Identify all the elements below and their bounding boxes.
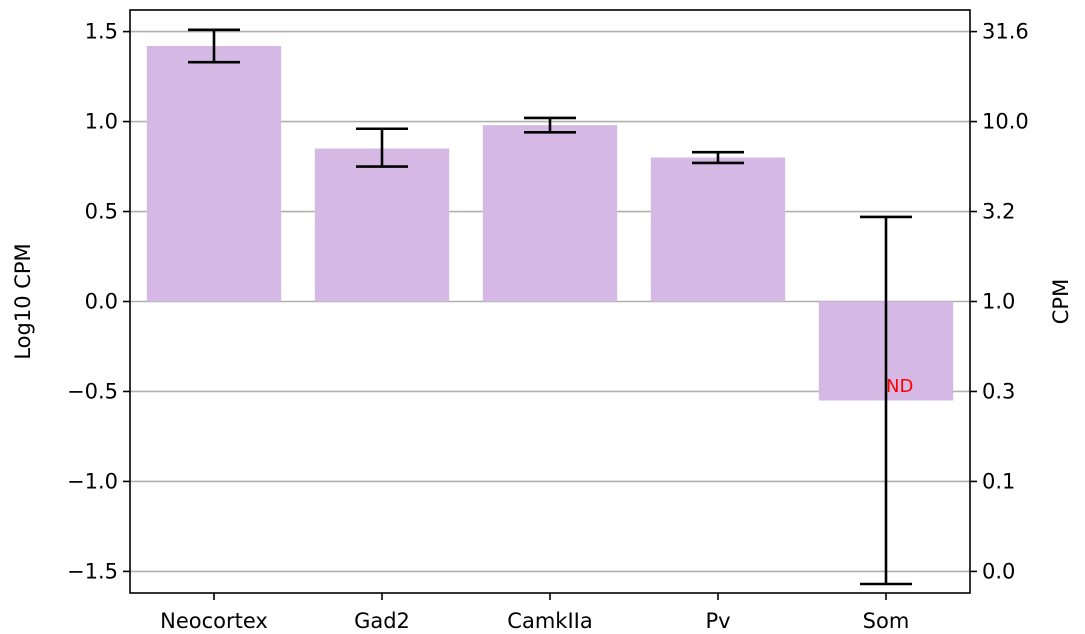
nd-annotation: ND bbox=[886, 376, 913, 397]
annotations: ND bbox=[886, 376, 913, 397]
bar bbox=[482, 125, 618, 302]
error-bars bbox=[188, 28, 912, 586]
bar bbox=[650, 157, 786, 302]
y-tick-label: 0.0 bbox=[85, 290, 118, 314]
y-right-tick-label: 1.0 bbox=[982, 290, 1015, 314]
x-axis: Neocortex Gad2 CamkIIa Pv Som bbox=[160, 593, 909, 633]
x-tick-label: Gad2 bbox=[354, 609, 410, 633]
x-tick-label: Pv bbox=[705, 609, 730, 633]
x-tick-label: Som bbox=[863, 609, 910, 633]
right-y-axis: 31.6 10.0 3.2 1.0 0.3 0.1 0.0 bbox=[970, 20, 1029, 583]
y-tick-label: −1.5 bbox=[67, 559, 118, 583]
left-y-axis: 1.5 1.0 0.5 0.0 −0.5 −1.0 −1.5 bbox=[67, 20, 130, 583]
y-right-tick-label: 0.1 bbox=[982, 469, 1015, 493]
y-right-tick-label: 3.2 bbox=[982, 200, 1015, 224]
y-tick-label: −0.5 bbox=[67, 379, 118, 403]
bar bbox=[146, 45, 282, 302]
y-tick-label: 0.5 bbox=[85, 200, 118, 224]
bar bbox=[314, 148, 450, 302]
bars bbox=[146, 45, 954, 401]
y-tick-label: 1.0 bbox=[85, 110, 118, 134]
y-right-tick-label: 31.6 bbox=[982, 20, 1029, 44]
y-right-tick-label: 0.0 bbox=[982, 559, 1015, 583]
y-right-tick-label: 10.0 bbox=[982, 110, 1029, 134]
y-axis-label-left: Log10 CPM bbox=[11, 243, 35, 359]
y-right-tick-label: 0.3 bbox=[982, 379, 1015, 403]
x-tick-label: Neocortex bbox=[160, 609, 268, 633]
y-axis-label-right: CPM bbox=[1049, 279, 1073, 324]
y-tick-label: 1.5 bbox=[85, 20, 118, 44]
x-tick-label: CamkIIa bbox=[507, 609, 592, 633]
y-tick-label: −1.0 bbox=[67, 469, 118, 493]
